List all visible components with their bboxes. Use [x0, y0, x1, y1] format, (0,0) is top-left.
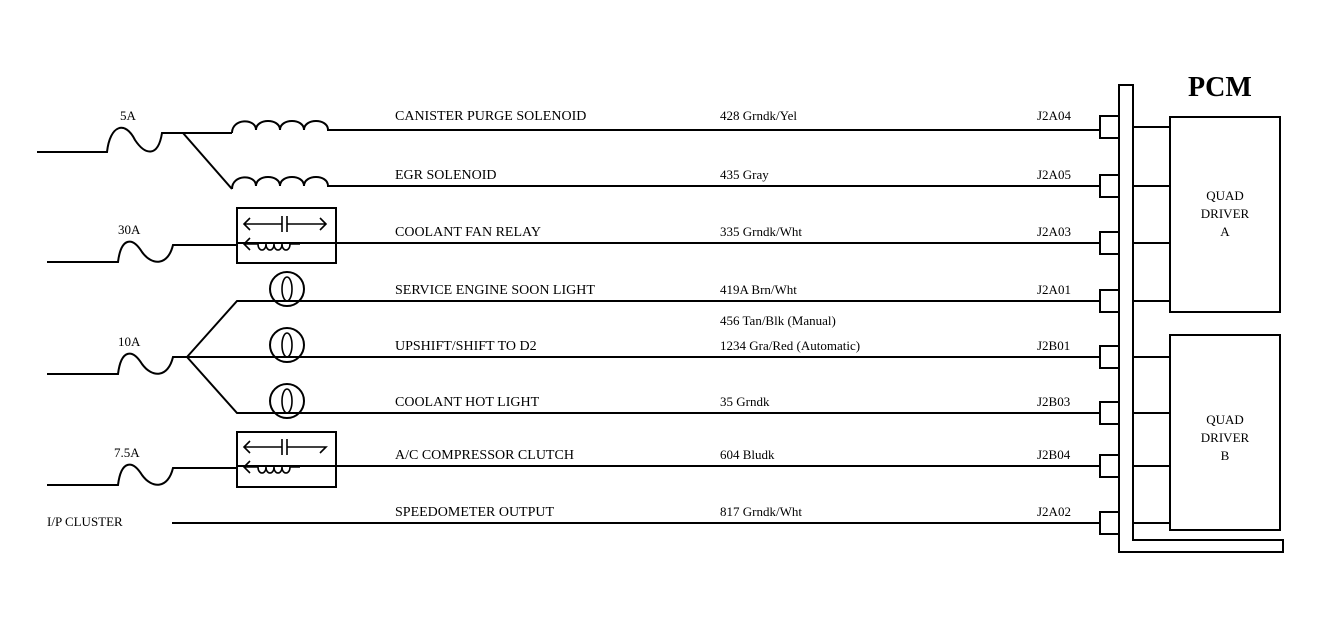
- pin-label: J2B03: [1037, 394, 1070, 409]
- pin-label: J2B04: [1037, 447, 1071, 462]
- quad-driver-a: [1169, 116, 1281, 313]
- circuit-name: CANISTER PURGE SOLENOID: [395, 109, 586, 124]
- pin-label: J2A04: [1037, 108, 1071, 123]
- connector-pin: [1099, 115, 1120, 139]
- wire-code-alt: 456 Tan/Blk (Manual): [720, 313, 836, 328]
- wire-code: 428 Grndk/Yel: [720, 108, 797, 123]
- connector-pin: [1099, 345, 1120, 369]
- pcm-module: PCM QUAD DRIVER A QUAD DRIVER B: [1118, 72, 1284, 553]
- wire-code: 1234 Gra/Red (Automatic): [720, 338, 860, 353]
- connector-pin: [1099, 401, 1120, 425]
- connector-pin: [1099, 174, 1120, 198]
- circuit-name: SPEEDOMETER OUTPUT: [395, 505, 555, 520]
- wire-code: 604 Bludk: [720, 447, 775, 462]
- pin-label: J2A01: [1037, 282, 1071, 297]
- pin-label: J2A03: [1037, 224, 1071, 239]
- pcm-title: PCM: [1188, 72, 1252, 103]
- bulb-icon: [269, 327, 305, 363]
- relay-icon: [236, 431, 1100, 488]
- wire-code: 817 Grndk/Wht: [720, 504, 802, 519]
- fuse-label: 10A: [118, 334, 141, 349]
- circuit-name: COOLANT HOT LIGHT: [395, 395, 540, 410]
- driver-b-label: QUAD: [1206, 412, 1244, 427]
- wire-code: 435 Gray: [720, 167, 769, 182]
- circuit-name: SERVICE ENGINE SOON LIGHT: [395, 283, 595, 298]
- connector-pin: [1099, 289, 1120, 313]
- pin-label: J2A02: [1037, 504, 1071, 519]
- circuit-name: A/C COMPRESSOR CLUTCH: [395, 448, 574, 463]
- wire-code: 335 Grndk/Wht: [720, 224, 802, 239]
- driver-b-label: DRIVER: [1201, 430, 1250, 445]
- connector-pin: [1099, 231, 1120, 255]
- coil-icon: [231, 120, 1100, 134]
- source-label: I/P CLUSTER: [47, 514, 123, 529]
- fuse-7-5a-circuit: 7.5A: [47, 431, 1100, 488]
- relay-icon: [236, 207, 1100, 264]
- fuse-label: 30A: [118, 222, 141, 237]
- fuse-30a-circuit: 30A: [47, 207, 1100, 264]
- fuse-5a-circuit: 5A: [37, 108, 1100, 190]
- fuse-label: 5A: [120, 108, 137, 123]
- bulb-icon: [269, 271, 305, 307]
- fuse-label: 7.5A: [114, 445, 140, 460]
- driver-a-label: DRIVER: [1201, 206, 1250, 221]
- circuit-name: COOLANT FAN RELAY: [395, 225, 541, 240]
- fuse-10a-circuit: 10A: [47, 271, 1100, 419]
- driver-b-label: B: [1221, 448, 1230, 463]
- bulb-icon: [269, 383, 305, 419]
- pin-label: J2A05: [1037, 167, 1071, 182]
- coil-icon: [231, 176, 1100, 190]
- pin-label: J2B01: [1037, 338, 1070, 353]
- wire-code: 419A Brn/Wht: [720, 282, 797, 297]
- quad-driver-b: [1169, 334, 1281, 531]
- circuit-name: UPSHIFT/SHIFT TO D2: [395, 339, 537, 354]
- wire-code: 35 Grndk: [720, 394, 770, 409]
- connector-pin: [1099, 511, 1120, 535]
- driver-a-label: QUAD: [1206, 188, 1244, 203]
- driver-a-label: A: [1220, 224, 1230, 239]
- connector-pin: [1099, 454, 1120, 478]
- circuit-name: EGR SOLENOID: [395, 168, 497, 183]
